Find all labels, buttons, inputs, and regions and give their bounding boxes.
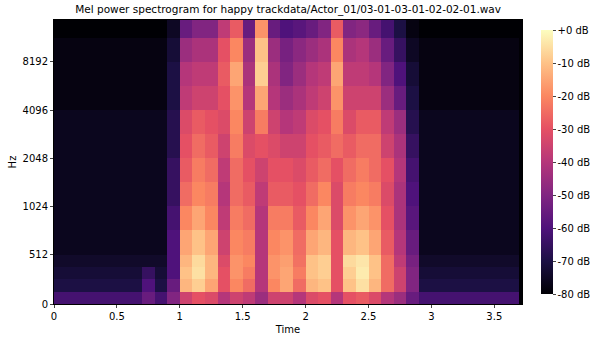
svg-text:Mel power spectrogram for happ: Mel power spectrogram for happy trackdat…	[75, 3, 501, 16]
svg-text:-20 dB: -20 dB	[558, 91, 591, 102]
svg-text:Hz: Hz	[7, 156, 18, 169]
svg-text:2: 2	[302, 311, 308, 322]
svg-text:1.5: 1.5	[235, 311, 251, 322]
svg-text:-40 dB: -40 dB	[558, 157, 591, 168]
svg-text:-70 dB: -70 dB	[558, 256, 591, 267]
svg-text:0: 0	[51, 311, 57, 322]
svg-text:3: 3	[428, 311, 434, 322]
svg-text:-60 dB: -60 dB	[558, 223, 591, 234]
svg-text:0.5: 0.5	[109, 311, 125, 322]
svg-text:1024: 1024	[23, 201, 48, 212]
svg-text:3.5: 3.5	[486, 311, 502, 322]
svg-text:2048: 2048	[23, 153, 48, 164]
svg-text:-10 dB: -10 dB	[558, 58, 591, 69]
svg-text:+0 dB: +0 dB	[558, 25, 589, 36]
svg-text:0: 0	[42, 299, 48, 310]
svg-text:8192: 8192	[23, 56, 48, 67]
svg-text:4096: 4096	[23, 105, 48, 116]
svg-text:-30 dB: -30 dB	[558, 124, 591, 135]
svg-text:2.5: 2.5	[361, 311, 377, 322]
svg-text:-80 dB: -80 dB	[558, 289, 591, 300]
svg-text:1: 1	[177, 311, 183, 322]
svg-text:Time: Time	[275, 324, 300, 335]
svg-text:-50 dB: -50 dB	[558, 190, 591, 201]
svg-text:512: 512	[29, 249, 48, 260]
